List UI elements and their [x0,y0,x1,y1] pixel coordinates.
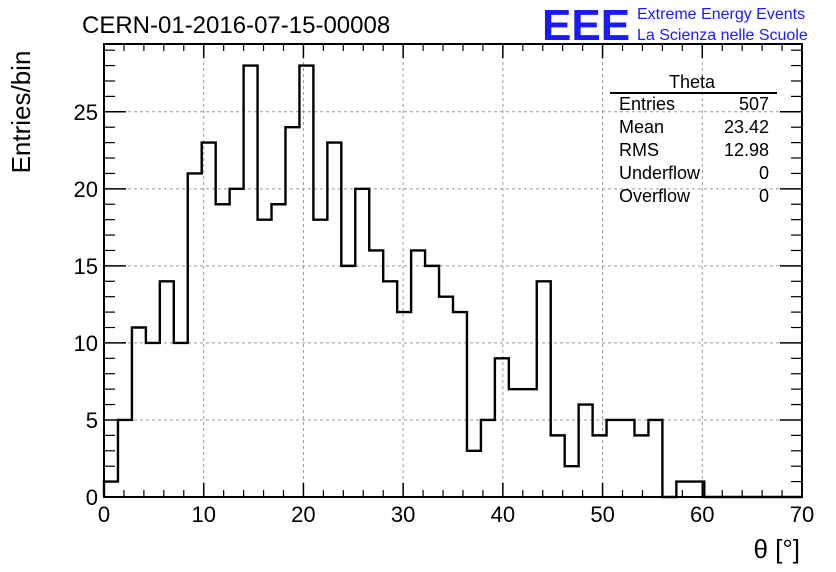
histogram-bin [565,466,579,497]
histogram-bin [244,66,258,497]
histogram-bin [411,250,425,497]
histogram-bin [648,420,662,497]
histogram-bin [495,358,509,497]
y-tick-label: 0 [86,485,98,510]
histogram-bin [272,204,286,497]
stats-title: Theta [669,72,716,92]
histogram-bins [104,66,704,497]
y-tick-label: 10 [74,331,98,356]
logo-line-2: La Scienza nelle Scuole [637,27,808,44]
stats-value-rms: 12.98 [724,140,769,160]
y-tick-label: 25 [74,100,98,125]
histogram-bin [383,281,397,497]
grid-lines [104,44,802,497]
plot-frame [103,43,803,498]
stats-value-underflow: 0 [759,163,769,183]
histogram-bin [523,389,537,497]
stats-label-overflow: Overflow [619,186,691,206]
x-tick-label: 30 [391,502,415,527]
histogram-bin [509,389,523,497]
histogram-bin [397,312,411,497]
histogram-bin [369,250,383,497]
histogram-bin [467,451,481,497]
histogram-bin [607,420,621,497]
stats-label-underflow: Underflow [619,163,701,183]
stats-box: Theta Entries 507 Mean 23.42 RMS 12.98 U… [610,72,777,206]
histogram-bin [676,482,690,497]
logo-line-1: Extreme Energy Events [637,6,805,23]
histogram-bin [453,312,467,497]
x-axis-label: θ [°] [753,534,800,564]
stats-label-entries: Entries [619,94,675,114]
histogram-bin [481,420,495,497]
histogram-bin [299,66,313,497]
chart-title: CERN-01-2016-07-15-00008 [82,12,390,39]
stats-value-overflow: 0 [759,186,769,206]
histogram-bin [216,204,230,497]
histogram-bin [118,420,132,497]
stats-value-entries: 507 [739,94,769,114]
stats-label-rms: RMS [619,140,659,160]
histogram-bin [174,343,188,497]
histogram-bin [341,266,355,497]
histogram-bin [258,220,272,497]
histogram-bin [439,297,453,497]
x-tick-label: 50 [590,502,614,527]
histogram-outline [102,64,802,499]
y-tick-label: 15 [74,254,98,279]
x-tick-label: 0 [98,502,110,527]
histogram-bin [593,435,607,497]
y-axis-label: Entries/bin [6,51,36,174]
histogram-bin [579,405,593,497]
histogram-bin [313,220,327,497]
histogram-bin [160,281,174,497]
histogram-bin [285,127,299,497]
x-tick-label: 20 [291,502,315,527]
stats-label-mean: Mean [619,117,664,137]
x-tick-label: 70 [790,502,814,527]
histogram-bin [425,266,439,497]
histogram-bin [634,435,648,497]
histogram-bin [621,420,635,497]
y-tick-label: 20 [74,177,98,202]
x-tick-label: 60 [690,502,714,527]
histogram-bin [537,281,551,497]
histogram-bin [132,328,146,497]
x-tick-label: 10 [191,502,215,527]
histogram-bin [188,173,202,497]
histogram-bin [551,435,565,497]
x-tick-label: 40 [491,502,515,527]
y-tick-label: 5 [86,408,98,433]
stats-value-mean: 23.42 [724,117,769,137]
histogram-bin [104,482,118,497]
eee-logo-mark: EEE [542,1,630,50]
tick-labels: 0 10 20 30 40 50 60 70 0 5 10 15 20 25 [74,100,815,527]
histogram-bin [327,143,341,497]
